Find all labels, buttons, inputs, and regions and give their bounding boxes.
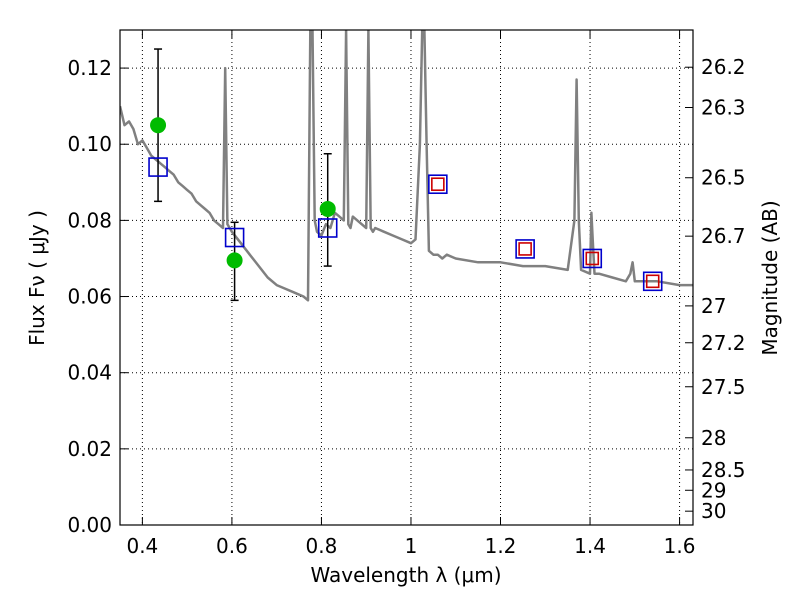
- model-square: [224, 227, 245, 248]
- model-square: [642, 271, 663, 292]
- y-tick-label: 0.12: [67, 56, 112, 80]
- right-tick-label: 27.5: [701, 375, 746, 399]
- x-tick-label: 0.6: [216, 534, 248, 558]
- right-tick-label: 26.2: [701, 55, 746, 79]
- marker-layer: [148, 48, 663, 302]
- x-tick-label: 1.6: [664, 534, 696, 558]
- y-tick-label: 0.00: [67, 513, 112, 537]
- x-tick-label: 1.2: [485, 534, 517, 558]
- model-square: [582, 248, 603, 269]
- right-tick-label: 29: [701, 478, 726, 502]
- comparison-square: [645, 274, 660, 289]
- y-tick-label: 0.02: [67, 437, 112, 461]
- tick-layer: 0.4 0.6 0.8 1 1.2 1.4 1.6 0.00 0.02 0.04 0.06 0.08 0…: [67, 30, 746, 558]
- comparison-square: [585, 251, 600, 266]
- comparison-square: [518, 242, 532, 256]
- observed-point: [319, 200, 336, 217]
- y-tick-label: 0.06: [67, 285, 112, 309]
- spectrum-line: [120, 30, 693, 302]
- plot-frame: [119, 29, 694, 526]
- x-axis-label: Wavelength λ (μm): [310, 563, 501, 587]
- y-tick-label: 0.04: [67, 361, 112, 385]
- right-tick-label: 30: [701, 499, 726, 523]
- y-tick-label: 0.10: [67, 132, 112, 156]
- comparison-square: [431, 177, 445, 192]
- x-tick-label: 0.8: [306, 534, 338, 558]
- y-tick-label: 0.08: [67, 208, 112, 232]
- x-tick-label: 1: [405, 534, 418, 558]
- model-square: [317, 218, 338, 238]
- observed-point: [150, 117, 167, 134]
- grid-layer: [120, 30, 693, 526]
- right-tick-label: 28.5: [701, 458, 746, 482]
- model-square: [148, 157, 168, 177]
- right-tick-label: 27: [701, 294, 726, 318]
- observed-point: [226, 252, 243, 269]
- right-tick-label: 28: [701, 426, 726, 450]
- model-square: [428, 174, 448, 195]
- model-square: [515, 239, 535, 259]
- y-axis-label-left: Flux Fν ( μJy ): [25, 210, 49, 346]
- right-tick-label: 26.5: [701, 166, 746, 190]
- right-tick-label: 26.7: [701, 224, 746, 248]
- y-axis-label-right: Magnitude (AB): [758, 200, 782, 355]
- x-tick-label: 0.4: [126, 534, 158, 558]
- right-tick-label: 27.2: [701, 331, 746, 355]
- right-tick-label: 26.3: [701, 95, 746, 119]
- x-tick-label: 1.4: [574, 534, 606, 558]
- series-layer: [120, 30, 693, 302]
